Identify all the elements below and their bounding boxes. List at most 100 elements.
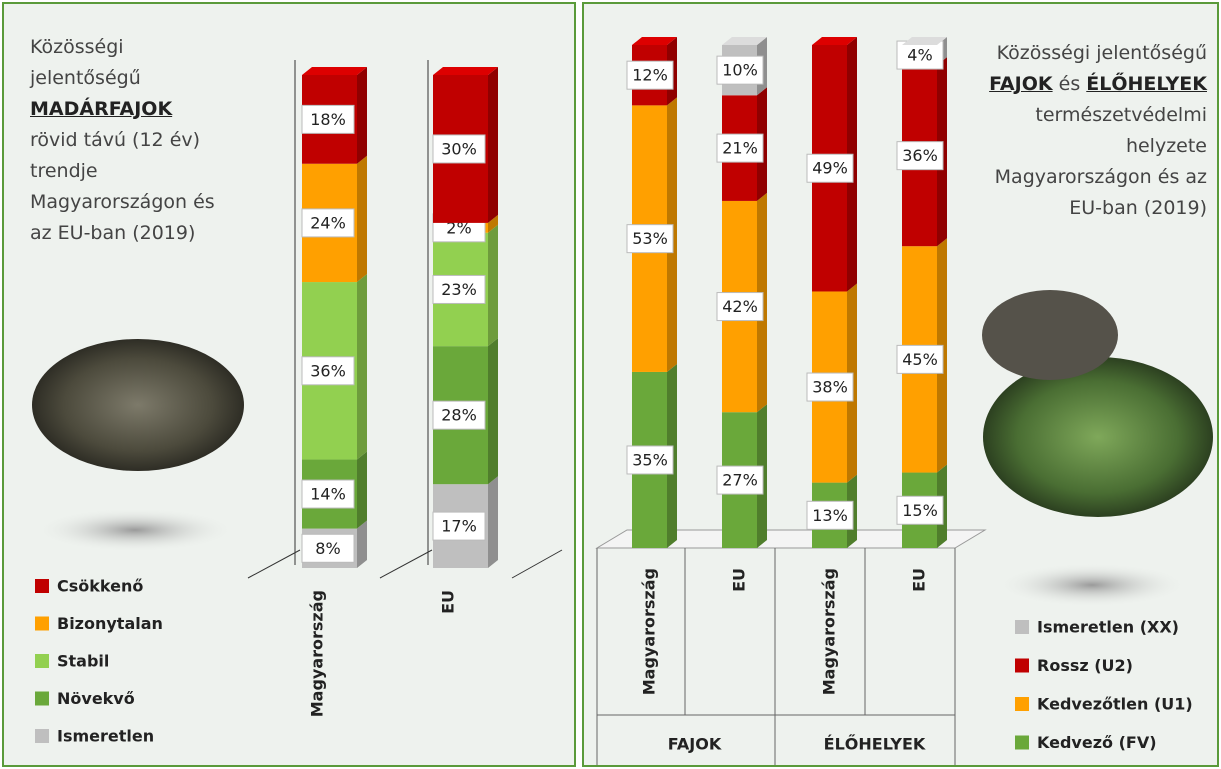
bar-side xyxy=(357,451,367,529)
label-box xyxy=(806,500,854,530)
data-label: 36% xyxy=(310,361,346,380)
label-box xyxy=(626,224,674,254)
chart-title: Közösségi jelentőségű MADÁRFAJOK rövid t… xyxy=(30,32,225,249)
legend-label: Ismeretlen (XX) xyxy=(1037,618,1179,637)
data-label: 17% xyxy=(441,517,477,536)
bar-top xyxy=(632,37,677,45)
label-box xyxy=(301,479,355,509)
label-box xyxy=(432,274,486,304)
title-text: természetvédelmi helyzete Magyarországon… xyxy=(994,104,1207,219)
legend-swatch xyxy=(1015,735,1029,750)
group-label: ÉLŐHELYEK xyxy=(824,734,926,754)
label-box xyxy=(716,465,764,495)
forest-photo xyxy=(983,357,1213,517)
data-label: 10% xyxy=(722,61,758,80)
data-label: 53% xyxy=(632,229,668,248)
legend-swatch xyxy=(35,579,49,593)
label-box xyxy=(301,104,355,134)
title-text: Közösségi jelentőségű xyxy=(30,36,141,89)
data-label: 45% xyxy=(902,350,938,369)
floor-line xyxy=(511,549,563,579)
bar-top xyxy=(812,37,857,45)
legend-label: Növekvő xyxy=(57,689,135,708)
legend-swatch xyxy=(35,691,49,706)
label-box xyxy=(806,153,854,183)
label-box xyxy=(301,533,355,563)
data-label: 15% xyxy=(902,501,938,520)
legend-swatch xyxy=(35,729,49,743)
label-box xyxy=(716,133,764,163)
label-box xyxy=(432,400,486,430)
data-label: 21% xyxy=(722,139,758,158)
data-label: 38% xyxy=(812,378,848,397)
label-box xyxy=(432,511,486,541)
x-tick-label: Magyarország xyxy=(308,590,327,717)
legend-label: Bizonytalan xyxy=(57,614,163,633)
bar-top xyxy=(433,67,498,75)
bar-side xyxy=(488,476,498,568)
legend-label: Kedvező (FV) xyxy=(1037,733,1157,752)
floor-line xyxy=(379,549,433,579)
data-label: 24% xyxy=(310,213,346,232)
data-label: 27% xyxy=(722,471,758,490)
bar-top xyxy=(722,37,767,45)
x-tick-label: EU xyxy=(730,568,749,592)
legend-label: Ismeretlen xyxy=(57,727,154,746)
x-tick-label: Magyarország xyxy=(640,568,659,695)
photo-shadow xyxy=(35,508,235,552)
label-box xyxy=(301,208,355,238)
data-label: 4% xyxy=(907,46,932,65)
x-tick-label: Magyarország xyxy=(820,568,839,695)
bar-side xyxy=(357,274,367,460)
label-box xyxy=(432,134,486,164)
bar-top xyxy=(302,67,367,75)
bar-side xyxy=(488,224,498,347)
data-label: 23% xyxy=(441,280,477,299)
goose-photo xyxy=(32,339,244,471)
title-text: Közösségi jelentőségű xyxy=(996,42,1207,64)
data-label: 30% xyxy=(441,139,477,158)
data-label: 28% xyxy=(441,406,477,425)
data-label: 13% xyxy=(812,506,848,525)
label-box xyxy=(716,55,764,85)
data-label: 12% xyxy=(632,66,668,85)
label-box xyxy=(896,141,944,171)
bar-side xyxy=(488,67,498,223)
bar-side xyxy=(357,155,367,283)
label-box xyxy=(626,445,674,475)
legend-label: Csökkenő xyxy=(57,577,143,596)
data-label: 2% xyxy=(446,218,471,237)
x-tick-label: EU xyxy=(439,590,458,614)
label-box xyxy=(301,356,355,386)
title-emphasis: FAJOK xyxy=(989,73,1053,95)
title-emphasis: ÉLŐHELYEK xyxy=(1086,73,1207,95)
legend-label: Kedvezőtlen (U1) xyxy=(1037,695,1193,714)
chart-title: Közösségi jelentőségű FAJOK és ÉLŐHELYEK… xyxy=(982,38,1207,224)
data-label: 8% xyxy=(315,539,340,558)
legend-swatch xyxy=(35,616,49,631)
label-box xyxy=(716,292,764,322)
label-box xyxy=(626,60,674,90)
data-label: 42% xyxy=(722,297,758,316)
title-text: rövid távú (12 év) trendje Magyarországo… xyxy=(30,129,215,244)
label-box xyxy=(806,372,854,402)
data-label: 35% xyxy=(632,450,668,469)
title-emphasis: MADÁRFAJOK xyxy=(30,98,173,120)
bar-side xyxy=(488,338,498,485)
group-label: FAJOK xyxy=(668,735,722,754)
data-label: 36% xyxy=(902,146,938,165)
data-label: 18% xyxy=(310,110,346,129)
legend-swatch xyxy=(35,654,49,668)
floor-line xyxy=(247,549,301,579)
bar-side xyxy=(357,67,367,164)
bar-side xyxy=(357,520,367,568)
data-label: 14% xyxy=(310,485,346,504)
bar-side xyxy=(488,214,498,233)
bar-top xyxy=(902,37,947,45)
label-box xyxy=(896,344,944,374)
x-tick-label: EU xyxy=(910,568,929,592)
data-label: 49% xyxy=(812,159,848,178)
photo-shadow xyxy=(997,563,1187,607)
